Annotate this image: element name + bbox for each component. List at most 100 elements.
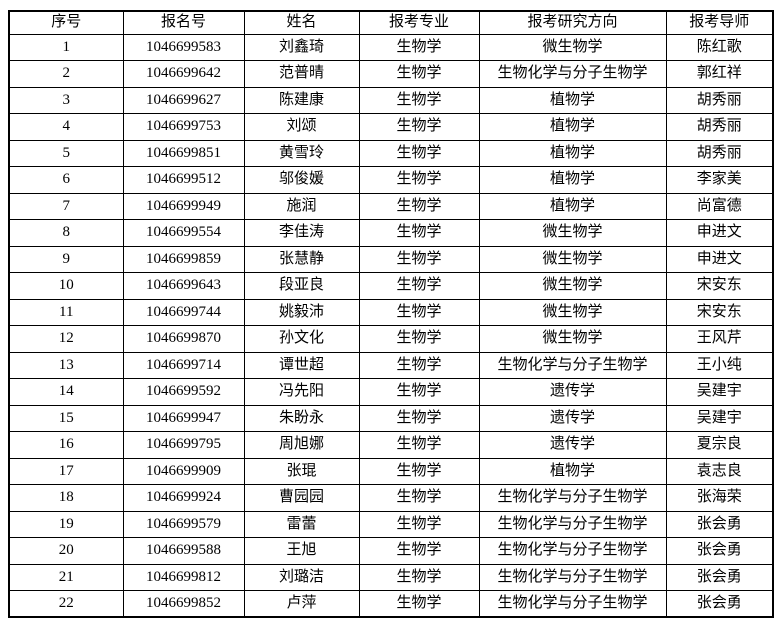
cell-index: 18 <box>8 484 124 512</box>
cell-direction: 遗传学 <box>478 378 667 406</box>
cell-name: 雷蕾 <box>243 510 360 538</box>
cell-index: 20 <box>8 537 124 565</box>
cell-direction: 微生物学 <box>478 272 667 300</box>
cell-regno: 1046699744 <box>122 298 245 326</box>
cell-regno: 1046699753 <box>122 113 245 141</box>
cell-advisor: 宋安东 <box>665 298 774 326</box>
cell-advisor: 申进文 <box>665 245 774 273</box>
cell-direction: 生物化学与分子生物学 <box>478 510 667 538</box>
cell-name: 冯先阳 <box>243 378 360 406</box>
table-row: 9 1046699859 张慧静 生物学 微生物学 申进文 <box>8 245 774 273</box>
cell-advisor: 陈红歌 <box>665 33 774 61</box>
cell-major: 生物学 <box>358 537 480 565</box>
cell-major: 生物学 <box>358 86 480 114</box>
cell-name: 刘鑫琦 <box>243 33 360 61</box>
cell-index: 14 <box>8 378 124 406</box>
cell-direction: 遗传学 <box>478 431 667 459</box>
cell-major: 生物学 <box>358 457 480 485</box>
header-cell-direction: 报考研究方向 <box>478 10 667 35</box>
cell-index: 7 <box>8 192 124 220</box>
cell-direction: 植物学 <box>478 166 667 194</box>
cell-direction: 生物化学与分子生物学 <box>478 590 667 618</box>
cell-advisor: 袁志良 <box>665 457 774 485</box>
cell-major: 生物学 <box>358 245 480 273</box>
cell-advisor: 郭红祥 <box>665 60 774 88</box>
cell-direction: 植物学 <box>478 192 667 220</box>
table-row: 22 1046699852 卢萍 生物学 生物化学与分子生物学 张会勇 <box>8 590 774 618</box>
cell-regno: 1046699947 <box>122 404 245 432</box>
cell-regno: 1046699870 <box>122 325 245 353</box>
table-body: 1 1046699583 刘鑫琦 生物学 微生物学 陈红歌 2 1046699642 范普晴 生物… <box>8 33 774 618</box>
cell-index: 3 <box>8 86 124 114</box>
header-cell-advisor: 报考导师 <box>665 10 774 35</box>
cell-direction: 植物学 <box>478 457 667 485</box>
cell-advisor: 吴建宇 <box>665 378 774 406</box>
table-row: 20 1046699588 王旭 生物学 生物化学与分子生物学 张会勇 <box>8 537 774 565</box>
cell-major: 生物学 <box>358 510 480 538</box>
cell-regno: 1046699949 <box>122 192 245 220</box>
cell-major: 生物学 <box>358 298 480 326</box>
cell-direction: 微生物学 <box>478 325 667 353</box>
cell-regno: 1046699579 <box>122 510 245 538</box>
cell-direction: 植物学 <box>478 86 667 114</box>
cell-advisor: 宋安东 <box>665 272 774 300</box>
cell-advisor: 李家美 <box>665 166 774 194</box>
cell-major: 生物学 <box>358 33 480 61</box>
cell-index: 15 <box>8 404 124 432</box>
cell-regno: 1046699859 <box>122 245 245 273</box>
cell-index: 16 <box>8 431 124 459</box>
table-row: 6 1046699512 邬俊媛 生物学 植物学 李家美 <box>8 166 774 194</box>
cell-name: 段亚良 <box>243 272 360 300</box>
cell-name: 李佳涛 <box>243 219 360 247</box>
cell-direction: 生物化学与分子生物学 <box>478 484 667 512</box>
table-row: 2 1046699642 范普晴 生物学 生物化学与分子生物学 郭红祥 <box>8 60 774 88</box>
cell-regno: 1046699909 <box>122 457 245 485</box>
table-row: 10 1046699643 段亚良 生物学 微生物学 宋安东 <box>8 272 774 300</box>
cell-major: 生物学 <box>358 325 480 353</box>
cell-name: 周旭娜 <box>243 431 360 459</box>
cell-major: 生物学 <box>358 563 480 591</box>
cell-name: 姚毅沛 <box>243 298 360 326</box>
cell-regno: 1046699554 <box>122 219 245 247</box>
cell-major: 生物学 <box>358 431 480 459</box>
cell-name: 张琨 <box>243 457 360 485</box>
header-cell-regno: 报名号 <box>122 10 245 35</box>
cell-advisor: 尚富德 <box>665 192 774 220</box>
cell-major: 生物学 <box>358 272 480 300</box>
cell-regno: 1046699592 <box>122 378 245 406</box>
cell-advisor: 张会勇 <box>665 590 774 618</box>
cell-direction: 遗传学 <box>478 404 667 432</box>
cell-index: 12 <box>8 325 124 353</box>
cell-name: 刘璐洁 <box>243 563 360 591</box>
cell-regno: 1046699512 <box>122 166 245 194</box>
table-row: 4 1046699753 刘颂 生物学 植物学 胡秀丽 <box>8 113 774 141</box>
cell-index: 1 <box>8 33 124 61</box>
table-row: 13 1046699714 谭世超 生物学 生物化学与分子生物学 王小纯 <box>8 351 774 379</box>
cell-name: 王旭 <box>243 537 360 565</box>
cell-direction: 微生物学 <box>478 33 667 61</box>
cell-major: 生物学 <box>358 219 480 247</box>
table-row: 8 1046699554 李佳涛 生物学 微生物学 申进文 <box>8 219 774 247</box>
cell-regno: 1046699588 <box>122 537 245 565</box>
applicant-roster-table-wrap: 序号 报名号 姓名 报考专业 报考研究方向 报考导师 1 1046699583 刘鑫… <box>8 10 774 618</box>
cell-advisor: 胡秀丽 <box>665 113 774 141</box>
table-row: 16 1046699795 周旭娜 生物学 遗传学 夏宗良 <box>8 431 774 459</box>
cell-major: 生物学 <box>358 378 480 406</box>
cell-index: 22 <box>8 590 124 618</box>
cell-major: 生物学 <box>358 351 480 379</box>
header-cell-index: 序号 <box>8 10 124 35</box>
cell-direction: 生物化学与分子生物学 <box>478 563 667 591</box>
cell-advisor: 张会勇 <box>665 510 774 538</box>
cell-name: 曹园园 <box>243 484 360 512</box>
cell-major: 生物学 <box>358 60 480 88</box>
header-cell-name: 姓名 <box>243 10 360 35</box>
table-row: 19 1046699579 雷蕾 生物学 生物化学与分子生物学 张会勇 <box>8 510 774 538</box>
applicant-roster-table: 序号 报名号 姓名 报考专业 报考研究方向 报考导师 1 1046699583 刘鑫… <box>8 10 774 618</box>
cell-regno: 1046699852 <box>122 590 245 618</box>
cell-index: 8 <box>8 219 124 247</box>
cell-advisor: 张海荣 <box>665 484 774 512</box>
cell-regno: 1046699812 <box>122 563 245 591</box>
cell-advisor: 张会勇 <box>665 537 774 565</box>
table-row: 14 1046699592 冯先阳 生物学 遗传学 吴建宇 <box>8 378 774 406</box>
cell-major: 生物学 <box>358 484 480 512</box>
